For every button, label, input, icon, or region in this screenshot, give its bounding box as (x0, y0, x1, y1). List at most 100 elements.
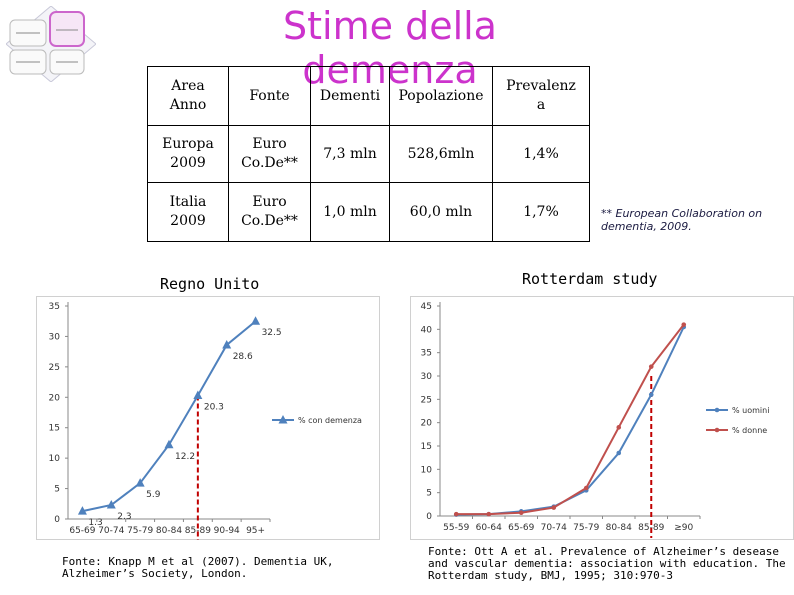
x-tick-label: 65-69 (508, 523, 534, 533)
x-tick-label: 85-89 (185, 526, 211, 536)
header-cell: Area Anno (147, 66, 229, 126)
x-tick-label: 55-59 (443, 523, 469, 533)
y-tick-label: 25 (49, 363, 60, 373)
cell-fonte: Euro Co.De** (241, 194, 298, 229)
rotterdam-chart-title: Rotterdam study (522, 270, 658, 288)
data-point (193, 390, 203, 399)
header-cell: Fonte (228, 66, 311, 126)
data-label: 5.9 (146, 490, 161, 500)
x-tick-label: 90-94 (214, 526, 240, 536)
x-tick-label: 75-79 (127, 526, 153, 536)
table-cell: Euro Co.De** (228, 182, 311, 242)
series-line (456, 324, 685, 516)
cell-popolazione: 60,0 mln (409, 203, 473, 220)
uk-source-note: Fonte: Knapp M et al (2007). Dementia UK… (62, 555, 334, 580)
table-cell: 60,0 mln (389, 182, 493, 242)
cell-area: Europa 2009 (162, 136, 214, 171)
data-point (77, 506, 87, 515)
x-tick-label: ≥90 (674, 523, 693, 533)
x-tick-label: 65-69 (69, 526, 95, 536)
data-label: 1.3 (88, 518, 102, 528)
rotterdam-chart: 0 5 10 15 20 25 30 35 40 45 55-59 60-64 65-69 70-74 75… (410, 296, 794, 540)
uk-chart-title: Regno Unito (160, 275, 260, 293)
x-tick-label: 80-84 (156, 526, 182, 536)
cell-dementi: 1,0 mln (323, 203, 377, 220)
legend-marker (278, 415, 288, 424)
legend-label: % donne (732, 426, 767, 435)
data-point (583, 485, 589, 491)
cell-prevalenza: 1,4% (523, 145, 559, 162)
data-point (135, 478, 145, 487)
y-tick-label: 30 (421, 372, 433, 382)
table-cell: 7,3 mln (310, 125, 390, 183)
y-tick-label: 10 (49, 454, 61, 464)
x-tick-label: 70-74 (98, 526, 124, 536)
header-prevalenza: Prevalenz a (506, 78, 576, 113)
data-point (518, 510, 524, 516)
y-tick-label: 5 (426, 489, 432, 499)
header-cell: Prevalenz a (492, 66, 590, 126)
table-cell: 528,6mln (389, 125, 493, 183)
legend-label: % uomini (732, 406, 769, 415)
x-tick-label: 75-79 (573, 523, 599, 533)
y-tick-label: 15 (49, 424, 60, 434)
prevalence-table: Area Anno Fonte Dementi Popolazione Prev… (147, 66, 590, 242)
y-tick-label: 15 (421, 442, 432, 452)
logo (6, 6, 96, 82)
header-cell: Dementi (310, 66, 390, 126)
data-point (106, 500, 116, 509)
table-cell: Euro Co.De** (228, 125, 311, 183)
cell-popolazione: 528,6mln (407, 145, 475, 162)
y-tick-label: 25 (421, 395, 432, 405)
data-point (551, 505, 557, 510)
x-tick-label: 60-64 (476, 523, 502, 533)
rotterdam-source-note: Fonte: Ott A et al. Prevalence of Alzhei… (428, 545, 786, 582)
data-point (222, 339, 232, 349)
cell-dementi: 7,3 mln (323, 145, 377, 162)
header-cell: Popolazione (389, 66, 493, 126)
table-cell: Italia 2009 (147, 182, 229, 242)
legend-marker (714, 427, 720, 433)
legend-label: % con demenza (298, 416, 362, 425)
y-tick-label: 0 (54, 515, 60, 525)
data-point (486, 511, 492, 517)
header-dementi: Dementi (319, 87, 381, 104)
data-label: 28.6 (233, 352, 253, 362)
data-point (648, 364, 654, 369)
y-tick-label: 0 (426, 512, 432, 522)
y-tick-label: 35 (421, 349, 432, 359)
table-row: Europa 2009 Euro Co.De** 7,3 mln 528,6ml… (147, 125, 590, 183)
header-fonte: Fonte (249, 87, 290, 104)
table-cell: 1,0 mln (310, 182, 390, 242)
table-footnote: ** European Collaboration on dementia, 2… (601, 207, 763, 233)
data-label: 20.3 (204, 402, 224, 412)
x-tick-label: 80-84 (606, 523, 632, 533)
y-tick-label: 30 (49, 332, 61, 342)
header-popolazione: Popolazione (398, 87, 484, 104)
y-tick-label: 20 (49, 393, 61, 403)
data-point (251, 316, 261, 325)
x-tick-label: 70-74 (541, 523, 567, 533)
header-area-anno: Area Anno (169, 78, 207, 113)
x-tick-label: 95+ (246, 526, 265, 536)
data-point (616, 450, 622, 456)
data-point (616, 425, 622, 430)
table-cell: Europa 2009 (147, 125, 229, 183)
y-tick-label: 45 (421, 302, 432, 312)
data-label: 12.2 (175, 452, 195, 462)
data-point (648, 392, 654, 397)
table-cell: 1,7% (492, 182, 590, 242)
cell-fonte: Euro Co.De** (241, 136, 298, 171)
table-header-row: Area Anno Fonte Dementi Popolazione Prev… (147, 66, 590, 126)
y-tick-label: 20 (421, 419, 433, 429)
y-tick-label: 35 (49, 302, 60, 312)
cell-prevalenza: 1,7% (523, 203, 559, 220)
cell-area: Italia 2009 (169, 194, 207, 229)
y-tick-label: 40 (421, 325, 433, 335)
y-tick-label: 5 (54, 485, 60, 495)
legend-marker (714, 407, 720, 413)
y-tick-label: 10 (421, 465, 433, 475)
data-point (681, 322, 687, 327)
data-point (164, 439, 174, 449)
